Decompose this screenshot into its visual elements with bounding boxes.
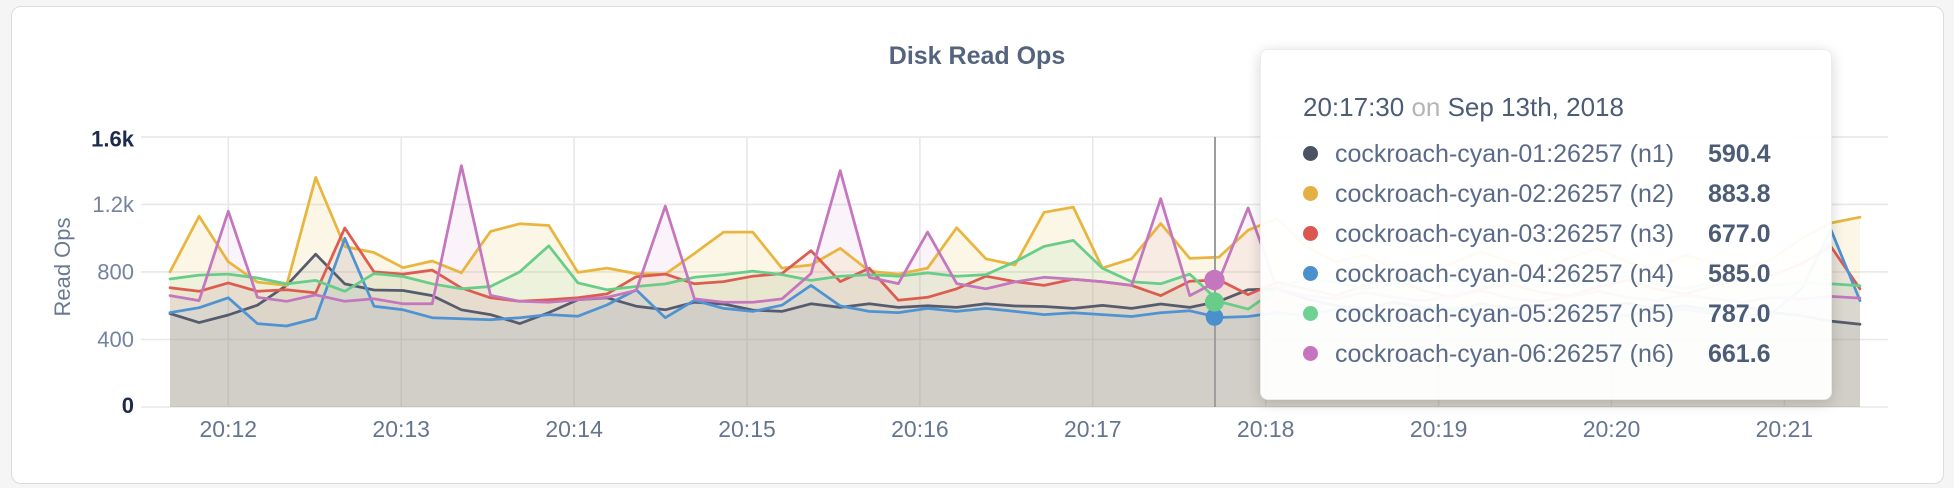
svg-text:20:19: 20:19 bbox=[1410, 416, 1468, 442]
svg-text:Read Ops: Read Ops bbox=[50, 217, 75, 316]
svg-text:20:13: 20:13 bbox=[372, 416, 430, 442]
svg-text:800: 800 bbox=[97, 259, 134, 284]
svg-text:20:16: 20:16 bbox=[891, 416, 949, 442]
svg-text:20:12: 20:12 bbox=[200, 416, 258, 442]
svg-text:20:15: 20:15 bbox=[718, 416, 776, 442]
svg-text:400: 400 bbox=[97, 327, 134, 352]
svg-text:20:18: 20:18 bbox=[1237, 416, 1295, 442]
svg-text:20:21: 20:21 bbox=[1756, 416, 1814, 442]
svg-text:20:14: 20:14 bbox=[545, 416, 603, 442]
svg-text:1.2k: 1.2k bbox=[92, 192, 135, 217]
svg-text:20:17: 20:17 bbox=[1064, 416, 1122, 442]
svg-text:20:20: 20:20 bbox=[1583, 416, 1641, 442]
svg-text:0: 0 bbox=[122, 393, 134, 418]
svg-text:1.6k: 1.6k bbox=[91, 126, 135, 151]
